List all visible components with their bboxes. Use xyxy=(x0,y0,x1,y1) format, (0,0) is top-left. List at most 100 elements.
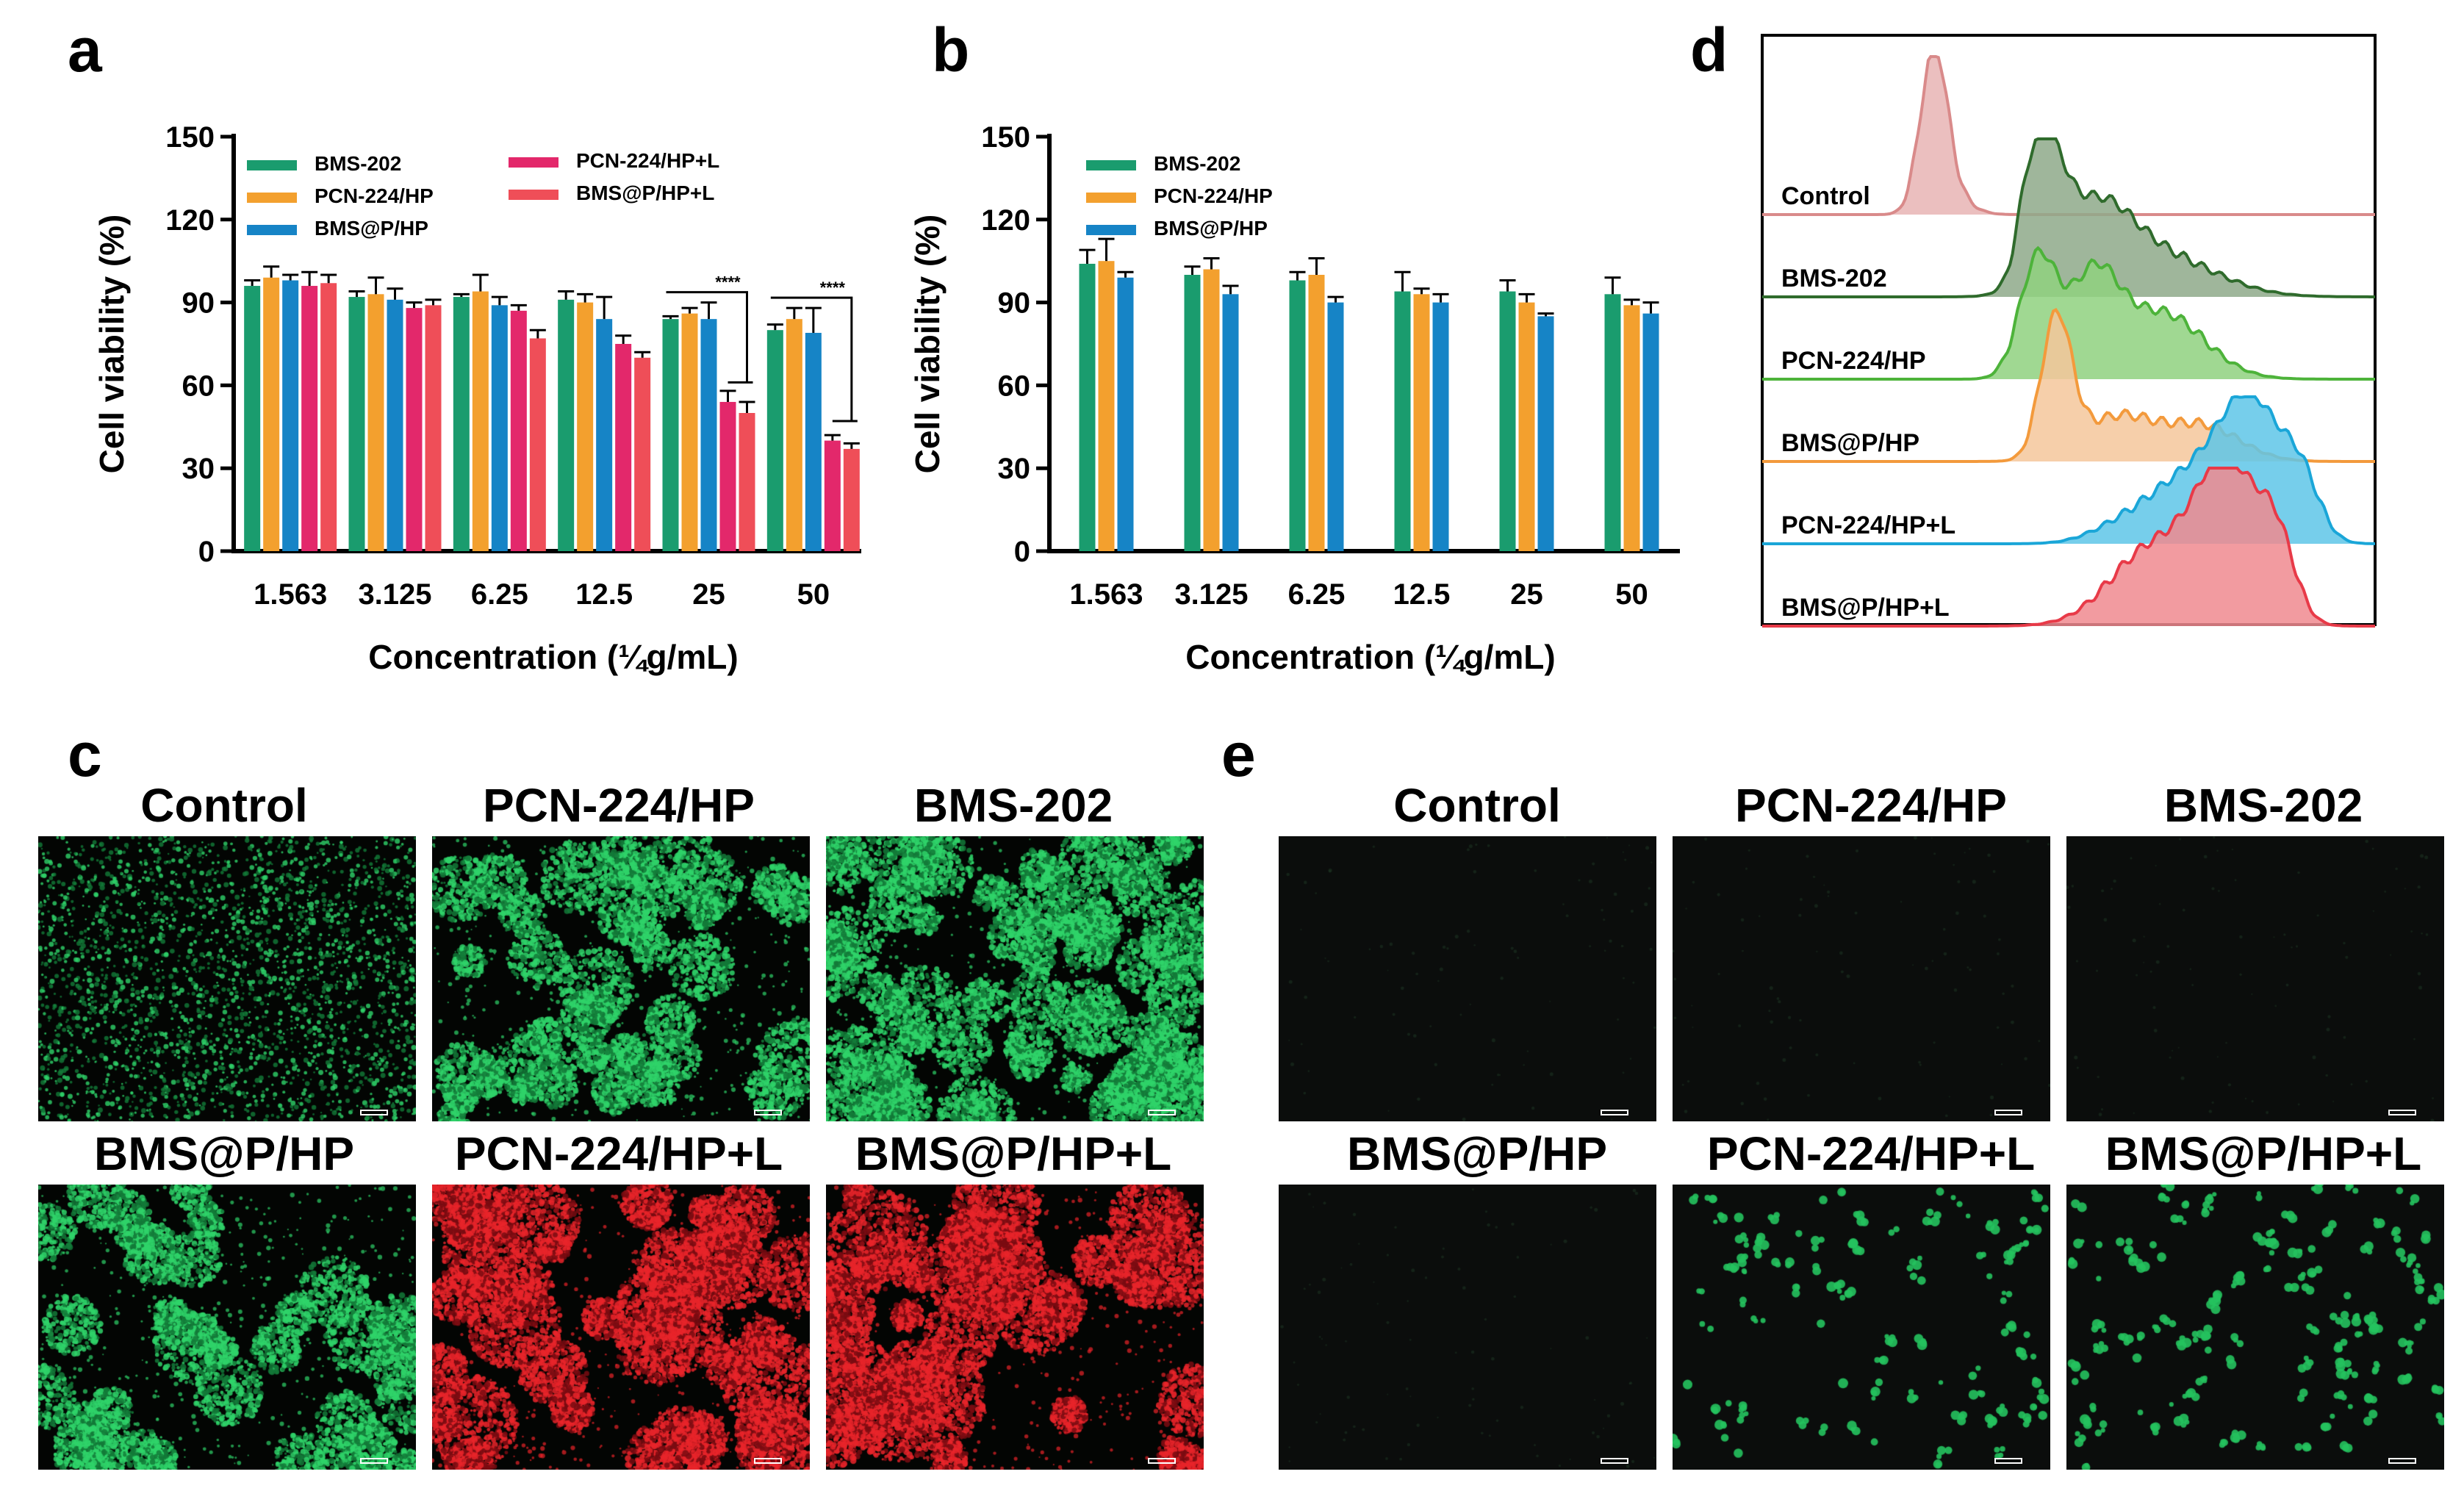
bar-bms-p-hp xyxy=(282,280,299,551)
scale-bar xyxy=(1994,1110,2022,1115)
micrograph-e-control xyxy=(1279,836,1656,1121)
bar-bms-p-hp xyxy=(1642,313,1659,551)
x-tick-label: 3.125 xyxy=(1174,578,1248,611)
y-tick-label: 30 xyxy=(998,453,1031,485)
y-tick-label: 0 xyxy=(198,536,215,568)
legend-label-bms-p-hp-l: BMS@P/HP+L xyxy=(576,182,714,204)
bar-bms-p-hp xyxy=(1117,277,1134,551)
scale-bar xyxy=(2388,1458,2416,1464)
y-tick-label: 150 xyxy=(165,121,215,154)
micrograph-e-pcn-224-hp xyxy=(1673,836,2050,1121)
bar-pcn-224-hp-l xyxy=(615,344,632,551)
bar-bms-202 xyxy=(1289,280,1306,551)
y-tick-label: 150 xyxy=(981,121,1030,154)
bar-bms-202 xyxy=(766,330,783,551)
bar-bms-p-hp xyxy=(491,305,508,551)
legend-swatch-pcn-224-hp-l xyxy=(509,157,558,168)
histogram-outline-pcn-224-hp-l xyxy=(1762,395,2375,545)
bar-pcn-224-hp-l xyxy=(719,401,736,551)
bar-pcn-224-hp-l xyxy=(301,286,318,551)
histogram-label-bms-202: BMS-202 xyxy=(1781,265,1887,292)
panel-label-e: e xyxy=(1221,720,1256,789)
bar-bms-202 xyxy=(1184,275,1201,551)
y-tick-label: 120 xyxy=(981,204,1030,237)
bar-bms-p-hp xyxy=(1537,316,1554,551)
bar-pcn-224-hp-l xyxy=(510,310,527,551)
x-tick-label: 6.25 xyxy=(1288,578,1346,611)
micrograph-c-bms-p-hp xyxy=(38,1185,416,1470)
histogram-outline-pcn-224-hp xyxy=(1762,245,2375,381)
bar-pcn-224-hp xyxy=(263,277,280,551)
bar-pcn-224-hp xyxy=(577,302,594,551)
scale-bar xyxy=(754,1458,782,1464)
x-tick-label: 50 xyxy=(1615,578,1648,611)
histogram-label-bms-p-hp-l: BMS@P/HP+L xyxy=(1781,594,1950,622)
histogram-label-pcn-224-hp: PCN-224/HP xyxy=(1781,347,1926,375)
panel-c-title-bms-202: BMS-202 xyxy=(913,779,1113,832)
bar-bms-p-hp xyxy=(596,319,613,551)
legend-label-bms-p-hp: BMS@P/HP xyxy=(1154,217,1268,240)
legend-label-pcn-224-hp: PCN-224/HP xyxy=(315,184,434,207)
panel-c-title-pcn-224-hp: PCN-224/HP xyxy=(483,779,755,832)
bar-bms-p-hp-l xyxy=(634,357,651,551)
scale-bar xyxy=(1148,1458,1176,1464)
x-axis-title: Concentration (¼g/mL) xyxy=(1185,638,1555,676)
micrograph-c-pcn-224-hp-l xyxy=(432,1185,810,1470)
y-tick-label: 120 xyxy=(165,204,215,237)
histogram-outline-bms-p-hp-l xyxy=(1762,467,2375,628)
scale-bar xyxy=(2388,1110,2416,1115)
panel-c-title-bms-p-hp-l: BMS@P/HP+L xyxy=(855,1127,1172,1180)
panel-c-title-control: Control xyxy=(140,779,308,832)
panel-a-chart: 0 30 60 90 120 150 Cell viability (%) Concentra… xyxy=(93,121,861,676)
histogram-label-bms-p-hp: BMS@P/HP xyxy=(1781,429,1919,457)
panel-label-a: a xyxy=(68,15,102,85)
histogram-label-pcn-224-hp-l: PCN-224/HP+L xyxy=(1781,511,1955,539)
x-tick-label: 1.563 xyxy=(254,578,327,611)
bar-bms-p-hp xyxy=(1222,294,1239,551)
histogram-area-control xyxy=(1762,57,2375,215)
y-tick-label: 60 xyxy=(182,370,215,402)
micrograph-e-pcn-224-hp-l xyxy=(1673,1185,2050,1470)
scale-bar xyxy=(1148,1110,1176,1115)
y-tick-label: 60 xyxy=(998,370,1031,402)
micrograph-c-pcn-224-hp xyxy=(432,836,810,1121)
x-tick-label: 25 xyxy=(692,578,725,611)
legend-swatch-bms-202 xyxy=(247,160,297,170)
bar-bms-p-hp-l xyxy=(425,305,442,551)
bar-pcn-224-hp xyxy=(786,319,802,551)
legend-swatch-bms-p-hp xyxy=(1086,225,1136,235)
micrograph-e-bms-202 xyxy=(2066,836,2444,1121)
x-axis-title: Concentration (¼g/mL) xyxy=(368,638,738,676)
bar-bms-202 xyxy=(558,299,575,551)
significance-bracket xyxy=(770,296,853,422)
bar-bms-p-hp xyxy=(1327,302,1344,551)
x-tick-label: 12.5 xyxy=(575,578,633,611)
bar-bms-p-hp xyxy=(387,299,403,551)
micrograph-c-control xyxy=(38,836,416,1121)
panel-e-title-pcn-224-hp: PCN-224/HP xyxy=(1735,779,2007,832)
bar-bms-202 xyxy=(348,297,365,551)
bar-bms-202 xyxy=(1499,291,1516,551)
legend-swatch-bms-202 xyxy=(1086,160,1136,170)
panel-e-title-bms-202: BMS-202 xyxy=(2163,779,2363,832)
y-tick-label: 90 xyxy=(182,287,215,320)
x-tick-label: 50 xyxy=(797,578,830,611)
legend-swatch-bms-p-hp xyxy=(247,225,297,235)
y-tick-label: 30 xyxy=(182,453,215,485)
y-axis-title: Cell viability (%) xyxy=(908,215,947,474)
legend-label-pcn-224-hp: PCN-224/HP xyxy=(1154,184,1273,207)
scale-bar xyxy=(360,1110,388,1115)
bar-bms-p-hp xyxy=(805,332,822,551)
scale-bar xyxy=(1601,1110,1628,1115)
bar-pcn-224-hp-l xyxy=(406,308,423,551)
x-tick-label: 12.5 xyxy=(1393,578,1451,611)
panel-b-chart: 0 30 60 90 120 150 Cell viability (%) Concentra… xyxy=(908,121,1680,676)
y-tick-label: 90 xyxy=(998,287,1031,320)
bar-bms-p-hp-l xyxy=(529,338,546,551)
legend-label-bms-202: BMS-202 xyxy=(1154,152,1240,175)
scale-bar xyxy=(1994,1458,2022,1464)
legend-swatch-bms-p-hp-l xyxy=(509,190,558,200)
bar-pcn-224-hp xyxy=(367,294,384,551)
histogram-area-pcn-224-hp xyxy=(1762,248,2375,379)
